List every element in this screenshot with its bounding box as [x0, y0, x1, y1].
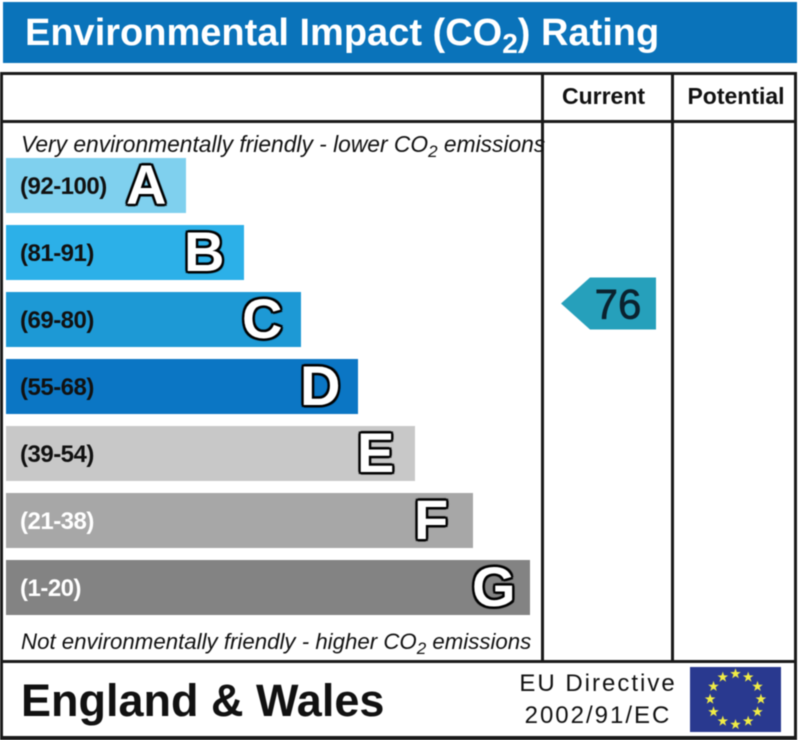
svg-text:76: 76: [595, 281, 642, 328]
